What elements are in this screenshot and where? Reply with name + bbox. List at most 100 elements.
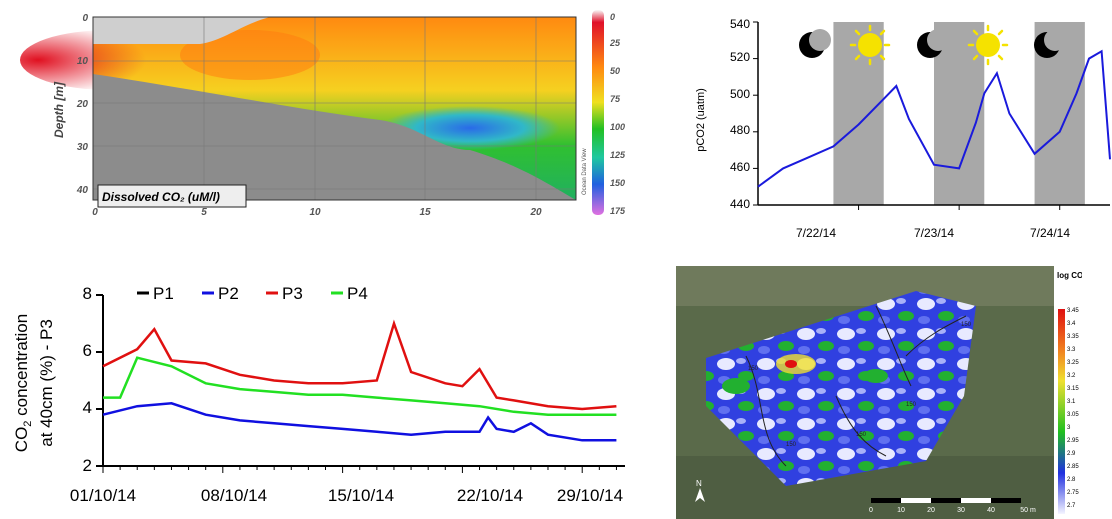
cb-tick-100: 100 [610, 122, 625, 132]
dist-tick-20: 20 [529, 207, 542, 218]
scale-label: 20 [927, 507, 935, 514]
pco2-chart: pCO2 (uatm) 440 460 480 500 520 540 7/22… [660, 0, 1112, 250]
pco2-chart-svg: pCO2 (uatm) 440 460 480 500 520 540 7/22… [695, 17, 1111, 240]
dist-tick-0: 0 [92, 207, 98, 218]
map-cb-tick: 3 [1067, 425, 1071, 431]
cb-tick-175: 175 [610, 206, 626, 216]
depth-tick-40: 40 [76, 185, 89, 196]
pco2-ytick: 440 [730, 197, 750, 211]
pco2-xtick: 7/24/14 [1030, 226, 1070, 240]
co2-depth-section: Dissolved CO₂ (uM/l) Depth [m] 0 10 20 3… [0, 0, 640, 240]
contour-label: 150 [961, 322, 972, 328]
depth-ticks: 0 10 20 30 40 [76, 13, 89, 196]
soil-yticks: 2 4 6 8 [83, 284, 92, 475]
map-cb-tick: 3.15 [1067, 386, 1079, 392]
cb-tick-75: 75 [610, 94, 621, 104]
map-cb-tick: 2.7 [1067, 503, 1076, 509]
soil-xtick: 29/10/14 [557, 486, 623, 505]
orange-patch [180, 30, 320, 80]
pco2-yticks: 440 460 480 500 520 540 [730, 17, 750, 211]
depth-tick-10: 10 [77, 56, 89, 67]
map-cb-tick: 2.95 [1067, 438, 1079, 444]
soil-xtick: 01/10/14 [70, 486, 136, 505]
co2-map: 150 150 150 150 150 log CO₂ (ppm) 3.45 3… [676, 266, 1082, 519]
scale-label: 50 m [1020, 507, 1036, 514]
depth-tick-30: 30 [77, 142, 89, 153]
map-cb-tick: 3.05 [1067, 412, 1079, 418]
cb-tick-25: 25 [609, 38, 621, 48]
depth-axis-label: Depth [m] [52, 81, 66, 138]
legend-label-p4: P4 [347, 284, 368, 303]
co2-depth-section-svg: Dissolved CO₂ (uM/l) Depth [m] 0 10 20 3… [20, 10, 626, 218]
cb-tick-50: 50 [610, 66, 620, 76]
map-colorbar [1058, 309, 1065, 514]
dist-tick-15: 15 [419, 207, 431, 218]
soil-co2-chart-svg: P1 P2 P3 P4 CO2 concentration at 40cm (%… [12, 284, 625, 505]
map-cb-tick: 2.75 [1067, 490, 1079, 496]
moon-icon [1034, 29, 1066, 58]
map-cb-tick: 3.35 [1067, 334, 1079, 340]
series-line-p3 [102, 319, 617, 411]
pco2-ytick: 500 [730, 87, 750, 101]
contour-label: 150 [856, 432, 867, 438]
contour-colorbar [592, 10, 604, 215]
depth-tick-20: 20 [76, 99, 89, 110]
sun-icon [967, 24, 1009, 66]
soil-ytick: 8 [83, 284, 92, 303]
map-cb-tick: 3.3 [1067, 347, 1076, 353]
soil-ytick: 6 [83, 341, 92, 360]
pco2-axis-label: pCO2 (uatm) [695, 88, 707, 152]
legend-label-p2: P2 [218, 284, 239, 303]
legend: P1 P2 P3 P4 [137, 284, 368, 303]
contour-label: 150 [906, 402, 917, 408]
pco2-ytick: 540 [730, 17, 750, 31]
seafloor [93, 74, 576, 200]
high-co2-patch [20, 30, 200, 90]
distance-ticks: 0 5 10 15 20 [92, 207, 542, 218]
depth-tick-0: 0 [82, 13, 88, 24]
scale-label: 30 [957, 507, 965, 514]
map-cb-tick: 3.25 [1067, 360, 1079, 366]
north-label: N [696, 479, 702, 488]
map-colorbar-ticks: 3.45 3.4 3.35 3.3 3.25 3.2 3.15 3.1 3.05… [1067, 308, 1079, 509]
soil-ytick: 4 [83, 398, 92, 417]
pco2-xticks: 7/22/14 7/23/14 7/24/14 [796, 226, 1070, 240]
pco2-xtick: 7/22/14 [796, 226, 836, 240]
night-band [934, 22, 985, 205]
map-cb-tick: 2.85 [1067, 464, 1079, 470]
soil-axis-label-line2: at 40cm (%) - P3 [37, 319, 56, 447]
legend-label-p3: P3 [282, 284, 303, 303]
colorbar-ticks: 0 25 50 75 100 125 150 175 [609, 12, 626, 216]
map-colorbar-title: log CO₂ (ppm) [1057, 271, 1082, 280]
scale-bar: 0 10 20 30 40 50 m [869, 498, 1036, 514]
pco2-series-line [757, 49, 1111, 188]
series-line-p4 [103, 356, 617, 416]
map-cb-tick: 3.2 [1067, 373, 1076, 379]
series-line-p2 [102, 402, 617, 442]
scale-label: 40 [987, 507, 995, 514]
pco2-ytick: 460 [730, 160, 750, 174]
map-cb-tick: 2.9 [1067, 451, 1076, 457]
map-cb-tick: 2.8 [1067, 477, 1076, 483]
soil-xtick: 22/10/14 [457, 486, 523, 505]
contour-lines [745, 305, 967, 467]
soil-xtick: 15/10/14 [328, 486, 394, 505]
soil-co2-chart: P1 P2 P3 P4 CO2 concentration at 40cm (%… [0, 258, 650, 519]
map-cb-tick: 3.1 [1067, 399, 1076, 405]
cb-tick-150: 150 [610, 178, 625, 188]
sun-icon [849, 24, 891, 66]
co2-field-map [706, 291, 976, 486]
soil-axis-label: CO2 concentration [12, 314, 34, 452]
cb-tick-125: 125 [610, 150, 626, 160]
soil-xtick: 08/10/14 [201, 486, 267, 505]
label-box-text: Dissolved CO₂ (uM/l) [102, 190, 220, 204]
soil-ytick: 2 [83, 456, 92, 475]
pco2-xtick: 7/23/14 [914, 226, 954, 240]
legend-label-p1: P1 [153, 284, 174, 303]
cb-tick-0: 0 [610, 12, 615, 22]
pco2-ytick: 480 [730, 123, 750, 137]
label-box [97, 184, 247, 208]
map-cb-tick: 3.4 [1067, 321, 1076, 327]
grid [93, 17, 576, 200]
scale-label: 10 [897, 507, 905, 514]
